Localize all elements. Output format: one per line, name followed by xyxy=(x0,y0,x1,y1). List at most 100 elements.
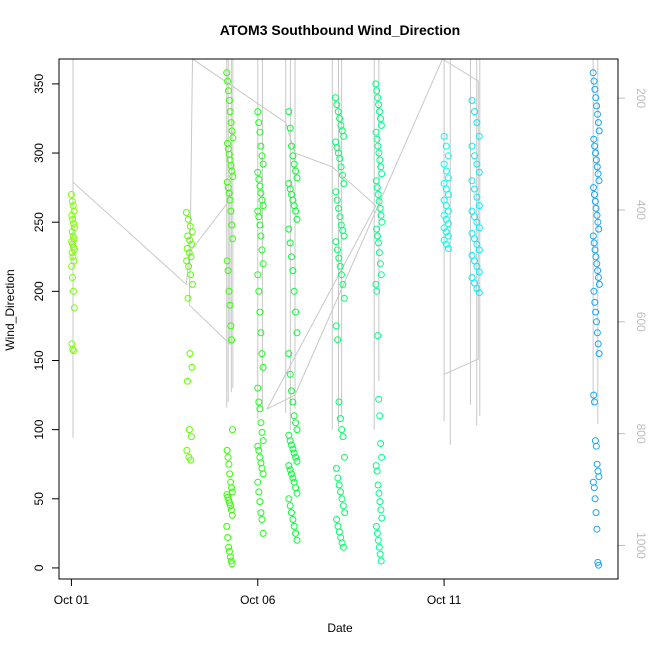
data-point xyxy=(338,495,346,503)
data-point xyxy=(591,85,599,93)
data-point xyxy=(595,127,603,135)
data-point xyxy=(229,426,236,434)
x-tick-label: Oct 06 xyxy=(240,593,276,607)
data-point xyxy=(333,101,341,109)
data-point xyxy=(595,280,603,288)
data-point xyxy=(594,267,602,275)
data-point xyxy=(373,87,381,95)
data-point xyxy=(292,419,300,427)
data-point xyxy=(255,287,263,295)
data-point xyxy=(593,525,601,533)
data-point xyxy=(592,308,600,316)
data-point xyxy=(257,329,265,337)
data-point xyxy=(374,142,382,150)
data-point xyxy=(594,340,602,348)
data-point xyxy=(188,228,196,236)
data-point xyxy=(339,171,346,179)
data-point xyxy=(258,464,266,472)
data-point xyxy=(254,168,262,176)
data-point xyxy=(332,238,340,246)
data-point xyxy=(188,363,196,371)
data-point xyxy=(256,498,264,506)
data-point xyxy=(375,149,383,157)
data-point xyxy=(591,398,598,406)
data-point xyxy=(377,557,385,565)
data-point xyxy=(372,522,380,530)
data-point xyxy=(336,262,344,270)
data-point xyxy=(69,215,77,223)
data-point xyxy=(258,516,266,523)
data-point xyxy=(290,412,298,420)
data-point xyxy=(254,384,262,392)
data-point xyxy=(290,449,298,457)
data-point xyxy=(289,474,297,482)
data-point xyxy=(70,304,78,312)
data-point xyxy=(471,152,478,160)
data-point xyxy=(373,529,381,537)
data-point xyxy=(293,174,301,182)
data-point xyxy=(257,232,265,240)
data-point xyxy=(228,167,236,175)
y2-tick-label: 1000 xyxy=(634,532,648,559)
y-tick-label: 350 xyxy=(32,74,46,94)
data-point xyxy=(375,239,382,247)
data-point xyxy=(592,156,600,164)
data-point xyxy=(228,127,236,135)
data-point xyxy=(440,160,448,168)
data-point xyxy=(69,345,77,353)
data-point xyxy=(288,253,295,261)
data-point xyxy=(340,132,348,140)
data-point xyxy=(590,391,598,399)
data-point xyxy=(337,488,344,496)
data-point xyxy=(593,163,601,171)
data-point xyxy=(468,177,476,185)
data-point xyxy=(224,267,232,275)
data-point xyxy=(223,257,231,265)
data-point xyxy=(442,228,450,236)
data-point xyxy=(338,539,346,547)
data-point xyxy=(589,478,597,486)
data-point xyxy=(442,142,450,150)
data-point xyxy=(286,502,294,510)
chart-title: ATOM3 Southbound Wind_Direction xyxy=(220,22,460,38)
data-point xyxy=(255,446,263,454)
data-point xyxy=(292,308,300,316)
data-point xyxy=(259,470,267,478)
data-point xyxy=(591,197,599,205)
data-point xyxy=(285,108,293,116)
data-point xyxy=(184,215,192,223)
data-point xyxy=(334,336,342,344)
data-point xyxy=(332,188,340,196)
data-point xyxy=(288,441,295,449)
y-tick-label: 150 xyxy=(32,350,46,370)
x-tick-label: Oct 11 xyxy=(427,593,462,607)
data-point xyxy=(372,462,380,470)
data-point xyxy=(333,246,341,254)
data-point xyxy=(594,119,602,127)
data-point xyxy=(440,236,448,244)
data-point xyxy=(183,245,191,252)
data-point xyxy=(290,160,298,168)
data-point xyxy=(255,488,263,496)
data-point xyxy=(473,160,481,168)
y-tick-label: 250 xyxy=(32,212,46,232)
data-point xyxy=(227,478,235,486)
data-point xyxy=(442,215,450,223)
data-point xyxy=(373,225,381,233)
data-point xyxy=(227,119,235,127)
data-point xyxy=(257,459,265,467)
data-point xyxy=(228,488,236,496)
data-point xyxy=(444,232,452,240)
data-point xyxy=(595,473,603,481)
data-point xyxy=(285,495,293,503)
data-point xyxy=(375,543,383,551)
data-point xyxy=(227,502,234,510)
data-point xyxy=(341,453,348,461)
y2-tick-label: 800 xyxy=(634,424,648,444)
data-point xyxy=(257,189,265,197)
data-point xyxy=(255,175,263,183)
data-point xyxy=(223,446,231,454)
data-point xyxy=(468,207,476,215)
data-point xyxy=(592,509,600,517)
data-point xyxy=(225,543,233,551)
